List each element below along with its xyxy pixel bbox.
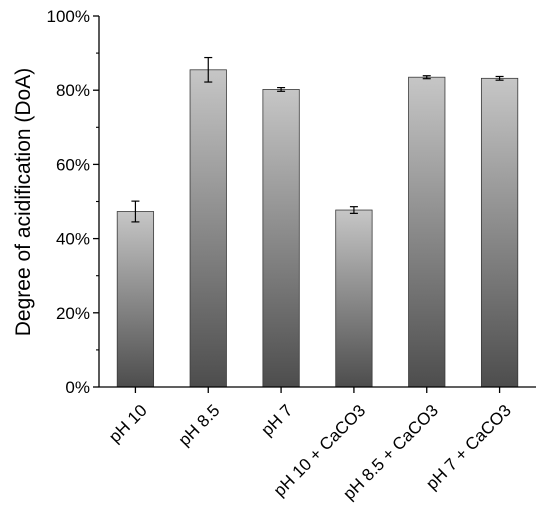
y-tick-label-3: 60% [56, 155, 90, 174]
error-bars-group [131, 56, 504, 223]
error-bar-2 [277, 87, 286, 92]
y-tick-label-1: 20% [56, 304, 90, 323]
y-ticks-group: 0% 20% 40% 60% 80% 100% [47, 7, 99, 397]
y-tick-label-5: 100% [47, 7, 90, 26]
error-bar-3 [349, 206, 358, 214]
error-bar-1 [204, 56, 213, 83]
bar-3 [335, 209, 373, 388]
error-bar-0 [131, 200, 140, 223]
y-tick-label-4: 80% [56, 81, 90, 100]
y-tick-label-0: 0% [65, 378, 90, 397]
bar-1 [189, 69, 227, 388]
bar-0 [116, 211, 155, 388]
error-bar-5 [495, 75, 504, 81]
x-tick-label-0: pH 10 [105, 401, 151, 447]
x-tick-label-2: pH 7 [258, 401, 297, 440]
axes-group [98, 16, 536, 388]
bar-4 [408, 76, 446, 388]
bar-2 [262, 89, 300, 388]
bar-5 [480, 77, 519, 388]
y-axis-title: Degree of acidification (DoA) [12, 68, 35, 336]
x-tick-label-1: pH 8.5 [175, 401, 224, 450]
error-bar-4 [422, 75, 431, 80]
bars-group [116, 69, 519, 388]
y-tick-label-2: 40% [56, 230, 90, 249]
